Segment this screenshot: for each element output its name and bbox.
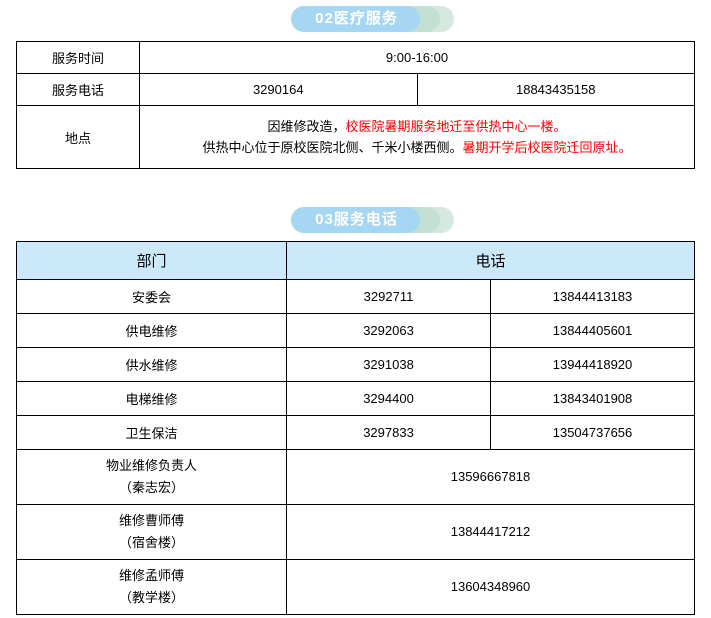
cell-phone-mobile: 13843401908 [490, 381, 695, 416]
cell-phone-primary: 3292063 [286, 313, 491, 348]
location-line-2: 供热中心位于原校医院北侧、千米小楼西侧。暑期开学后校医院迁回原址。 [146, 137, 688, 158]
section-badge-medical: 02医疗服务 [0, 4, 711, 34]
cell-phone-mobile: 13944418920 [490, 347, 695, 382]
cell-phone-merged: 13596667818 [286, 449, 695, 505]
badge-group-phones: 03服务电话 [291, 207, 454, 233]
cell-phone-primary: 3291038 [286, 347, 491, 382]
section-badge-phones: 03服务电话 [0, 205, 711, 235]
location-line-1-black: 因维修改造， [267, 119, 346, 134]
cell-department: 电梯维修 [16, 381, 287, 416]
cell-phone-primary: 3294400 [286, 381, 491, 416]
medical-service-table-wrap: 服务时间 9:00-16:00 服务电话 3290164 18843435158… [16, 41, 695, 169]
cell-phone-merged: 13844417212 [286, 504, 695, 560]
badge-group-medical: 02医疗服务 [291, 6, 454, 32]
table-row: 服务时间 9:00-16:00 [16, 41, 695, 74]
location-line-2-black: 供热中心位于原校医院北侧、千米小楼西侧。 [202, 140, 463, 155]
location-value: 因维修改造，校医院暑期服务地迁至供热中心一楼。 供热中心位于原校医院北侧、千米小… [139, 105, 695, 169]
location-line-2-red: 暑期开学后校医院迁回原址。 [462, 140, 632, 155]
location-line-1-red: 校医院暑期服务地迁至供热中心一楼。 [345, 119, 567, 134]
cell-department-line-2: （宿舍楼） [118, 535, 184, 550]
table-row: 供电维修 3292063 13844405601 [16, 313, 695, 348]
column-header-department: 部门 [16, 241, 287, 280]
cell-department: 物业维修负责人 （秦志宏） [16, 449, 287, 505]
medical-service-table: 服务时间 9:00-16:00 服务电话 3290164 18843435158… [16, 41, 695, 169]
table-row: 安委会 3292711 13844413183 [16, 279, 695, 314]
service-phone-table-body: 安委会 3292711 13844413183 供电维修 3292063 138… [16, 279, 695, 615]
location-label: 地点 [16, 105, 140, 169]
badge-label-medical: 02医疗服务 [291, 6, 420, 32]
cell-department-line-2: （秦志宏） [118, 480, 184, 495]
service-time-value: 9:00-16:00 [139, 41, 695, 74]
cell-department: 供电维修 [16, 313, 287, 348]
service-phone-value-2: 18843435158 [416, 73, 695, 106]
table-row: 电梯维修 3294400 13843401908 [16, 381, 695, 416]
service-phone-label: 服务电话 [16, 73, 140, 106]
cell-department-line-1: 维修曹师傅 [118, 513, 184, 528]
cell-phone-mobile: 13504737656 [490, 415, 695, 450]
service-phone-table-wrap: 部门 电话 安委会 3292711 13844413183 供电维修 32920… [16, 241, 695, 615]
table-row: 供水维修 3291038 13944418920 [16, 347, 695, 382]
table-row: 维修孟师傅 （教学楼） 13604348960 [16, 559, 695, 615]
cell-department-line-2: （教学楼） [118, 590, 184, 605]
cell-phone-mobile: 13844405601 [490, 313, 695, 348]
column-header-phone: 电话 [286, 241, 695, 280]
service-phone-table: 部门 电话 安委会 3292711 13844413183 供电维修 32920… [16, 241, 695, 615]
cell-department: 供水维修 [16, 347, 287, 382]
cell-phone-primary: 3292711 [286, 279, 491, 314]
cell-department: 维修孟师傅 （教学楼） [16, 559, 287, 615]
cell-department: 卫生保洁 [16, 415, 287, 450]
cell-phone-merged: 13604348960 [286, 559, 695, 615]
table-row: 物业维修负责人 （秦志宏） 13596667818 [16, 449, 695, 505]
table-row: 服务电话 3290164 18843435158 [16, 73, 695, 106]
cell-department-line-1: 物业维修负责人 [105, 458, 197, 473]
badge-label-phones: 03服务电话 [291, 207, 420, 233]
cell-department: 维修曹师傅 （宿舍楼） [16, 504, 287, 560]
table-row: 地点 因维修改造，校医院暑期服务地迁至供热中心一楼。 供热中心位于原校医院北侧、… [16, 105, 695, 169]
table-row: 维修曹师傅 （宿舍楼） 13844417212 [16, 504, 695, 560]
cell-department: 安委会 [16, 279, 287, 314]
cell-phone-mobile: 13844413183 [490, 279, 695, 314]
location-line-1: 因维修改造，校医院暑期服务地迁至供热中心一楼。 [146, 116, 688, 137]
table-header-row: 部门 电话 [16, 241, 695, 280]
cell-phone-primary: 3297833 [286, 415, 491, 450]
table-row: 卫生保洁 3297833 13504737656 [16, 415, 695, 450]
service-time-label: 服务时间 [16, 41, 140, 74]
cell-department-line-1: 维修孟师傅 [118, 568, 184, 583]
service-phone-value-1: 3290164 [139, 73, 418, 106]
